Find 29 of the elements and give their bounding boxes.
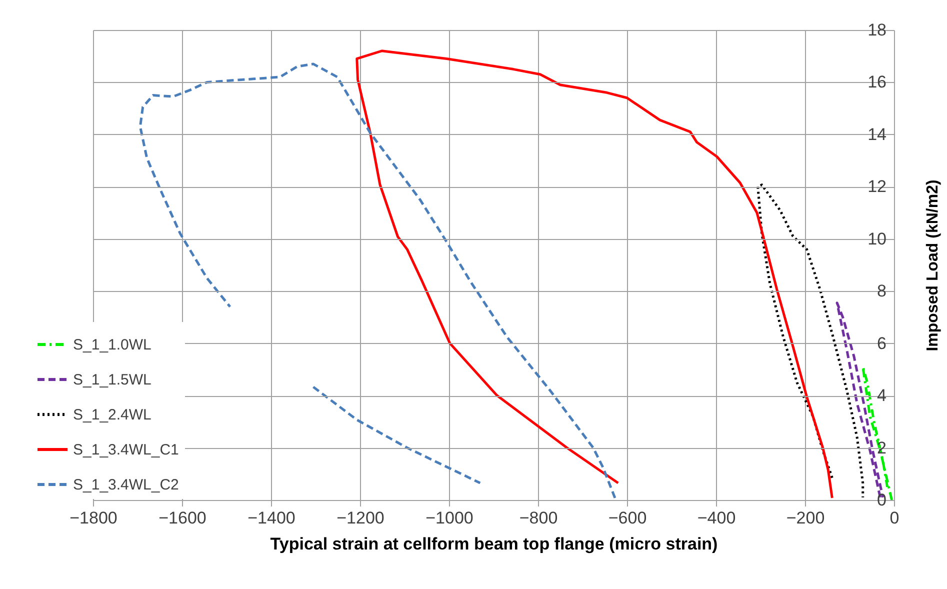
legend-label: S_1_1.5WL (73, 372, 152, 388)
x-tick-label: −1000 (426, 508, 474, 528)
legend-label: S_1_3.4WL_C2 (73, 476, 179, 494)
line-series (756, 184, 864, 499)
x-tick-label: −1800 (70, 508, 118, 528)
y-tick-label: 18 (868, 20, 886, 40)
legend-label: S_1_2.4WL (73, 406, 152, 424)
x-tick-label: −1600 (158, 508, 206, 528)
x-tick-label: 0 (890, 508, 900, 528)
y-tick-label: 10 (868, 229, 886, 248)
x-axis-title: Typical strain at cellform beam top flange (micro strain) (270, 534, 718, 554)
x-tick-label: −600 (608, 508, 647, 528)
y-tick-label: 6 (877, 334, 886, 353)
y-tick-label: 8 (877, 282, 886, 301)
x-tick-label: −400 (697, 508, 736, 528)
line-series (356, 50, 834, 500)
y-tick-label: 4 (877, 386, 886, 406)
legend-label: S_1_1.0WL (73, 336, 152, 354)
x-tick-label: −1200 (336, 508, 384, 528)
y-axis-title: Imposed Load (kN/m2) (924, 180, 942, 352)
x-tick-label: −1400 (248, 508, 296, 528)
x-tick-label: −200 (786, 508, 825, 528)
y-tick-label: 0 (877, 490, 886, 510)
x-tick-label: −800 (519, 508, 558, 528)
y-tick-label: 2 (877, 438, 886, 458)
y-tick-label: 12 (868, 177, 886, 196)
y-tick-label: 16 (868, 72, 886, 92)
legend-label: S_1_3.4WL_C1 (73, 442, 179, 458)
y-tick-label: 14 (868, 124, 886, 144)
